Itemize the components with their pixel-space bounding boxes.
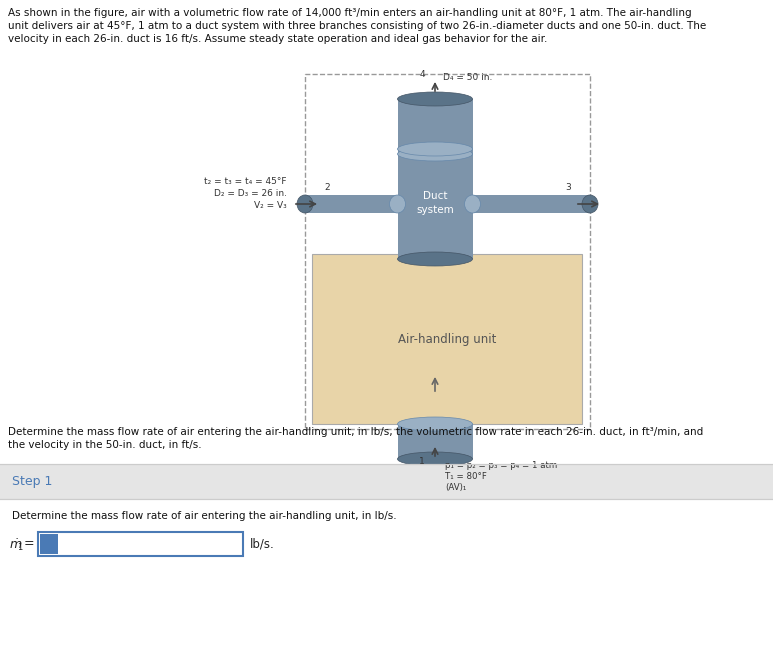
Text: =: = xyxy=(24,538,35,550)
Text: V₂ = V₃: V₂ = V₃ xyxy=(254,201,287,210)
Bar xyxy=(40,534,58,554)
Text: 1: 1 xyxy=(17,544,22,552)
Text: system: system xyxy=(416,205,454,215)
Bar xyxy=(397,99,472,154)
Text: As shown in the figure, air with a volumetric flow rate of 14,000 ft³/min enters: As shown in the figure, air with a volum… xyxy=(8,8,692,18)
Text: 4: 4 xyxy=(420,70,425,79)
Ellipse shape xyxy=(397,92,472,106)
Text: Step 1: Step 1 xyxy=(12,476,53,488)
Bar xyxy=(305,74,590,429)
Bar xyxy=(397,149,472,259)
Text: 1: 1 xyxy=(419,457,425,466)
Text: ṁ: ṁ xyxy=(10,538,22,550)
Bar xyxy=(0,464,773,499)
Ellipse shape xyxy=(397,147,472,161)
Text: D₂ = D₃ = 26 in.: D₂ = D₃ = 26 in. xyxy=(214,189,287,198)
Ellipse shape xyxy=(297,195,313,213)
Bar xyxy=(397,424,472,459)
Text: Determine the mass flow rate of air entering the air-handling unit, in lb/s.: Determine the mass flow rate of air ente… xyxy=(12,511,397,521)
Text: unit delivers air at 45°F, 1 atm to a duct system with three branches consisting: unit delivers air at 45°F, 1 atm to a du… xyxy=(8,21,707,31)
Bar xyxy=(472,195,590,213)
Text: lb/s.: lb/s. xyxy=(250,538,274,550)
Text: t₂ = t₃ = t₄ = 45°F: t₂ = t₃ = t₄ = 45°F xyxy=(205,177,287,186)
Text: 3: 3 xyxy=(565,183,571,192)
Bar xyxy=(305,195,397,213)
Text: Duct: Duct xyxy=(423,191,448,201)
Text: D₄ = 50 in.: D₄ = 50 in. xyxy=(443,72,492,82)
Bar xyxy=(0,499,773,659)
Bar xyxy=(38,532,243,556)
Ellipse shape xyxy=(397,142,472,156)
Ellipse shape xyxy=(582,195,598,213)
Ellipse shape xyxy=(390,195,406,213)
Text: 2: 2 xyxy=(324,183,330,192)
Text: T₁ = 80°F: T₁ = 80°F xyxy=(445,472,487,481)
Text: Air-handling unit: Air-handling unit xyxy=(398,333,496,345)
Ellipse shape xyxy=(397,417,472,431)
Ellipse shape xyxy=(465,195,481,213)
Text: the velocity in the 50-in. duct, in ft/s.: the velocity in the 50-in. duct, in ft/s… xyxy=(8,440,202,450)
Text: Determine the mass flow rate of air entering the air-handling unit, in lb/s, the: Determine the mass flow rate of air ente… xyxy=(8,427,703,437)
Text: velocity in each 26-in. duct is 16 ft/s. Assume steady state operation and ideal: velocity in each 26-in. duct is 16 ft/s.… xyxy=(8,34,547,44)
Ellipse shape xyxy=(397,252,472,266)
Text: (AV)₁: (AV)₁ xyxy=(445,483,466,492)
Bar xyxy=(312,254,582,424)
Ellipse shape xyxy=(397,452,472,466)
Text: p₁ = p₂ = p₃ = p₄ = 1 atm: p₁ = p₂ = p₃ = p₄ = 1 atm xyxy=(445,461,557,470)
Bar xyxy=(0,424,773,464)
